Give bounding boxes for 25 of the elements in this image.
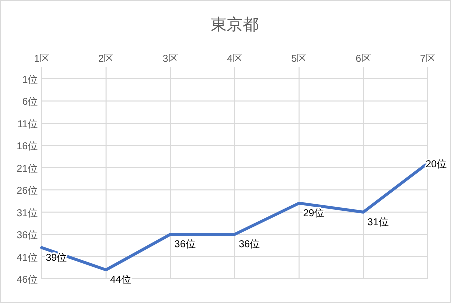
x-tick-label: 3区 — [162, 54, 178, 65]
data-label: 29位 — [303, 207, 324, 220]
y-tick-label: 21位 — [16, 162, 38, 175]
y-tick-label: 6位 — [22, 96, 38, 108]
y-tick-label: 41位 — [16, 252, 38, 264]
x-tick-label: 6区 — [356, 54, 372, 65]
x-tick-label: 1区 — [34, 54, 50, 65]
y-tick-label: 31位 — [16, 207, 38, 220]
chart-title: 東京都 — [211, 16, 259, 34]
y-tick-label: 46位 — [16, 274, 38, 286]
y-tick-label: 1位 — [22, 74, 38, 86]
x-tick-label: 7区 — [420, 54, 436, 65]
data-label: 39位 — [46, 252, 68, 264]
data-label: 44位 — [110, 274, 132, 286]
data-label: 20位 — [426, 158, 447, 170]
data-label: 31位 — [368, 216, 389, 228]
y-tick-label: 11位 — [18, 118, 38, 130]
x-tick-label: 4区 — [227, 54, 243, 65]
x-tick-label: 2区 — [98, 54, 114, 65]
y-tick-label: 26位 — [16, 185, 38, 198]
y-tick-label: 16位 — [16, 140, 38, 153]
x-tick-label: 5区 — [292, 54, 308, 65]
y-tick-label: 36位 — [16, 230, 38, 242]
data-label: 36位 — [174, 238, 196, 251]
data-label: 36位 — [239, 238, 260, 251]
